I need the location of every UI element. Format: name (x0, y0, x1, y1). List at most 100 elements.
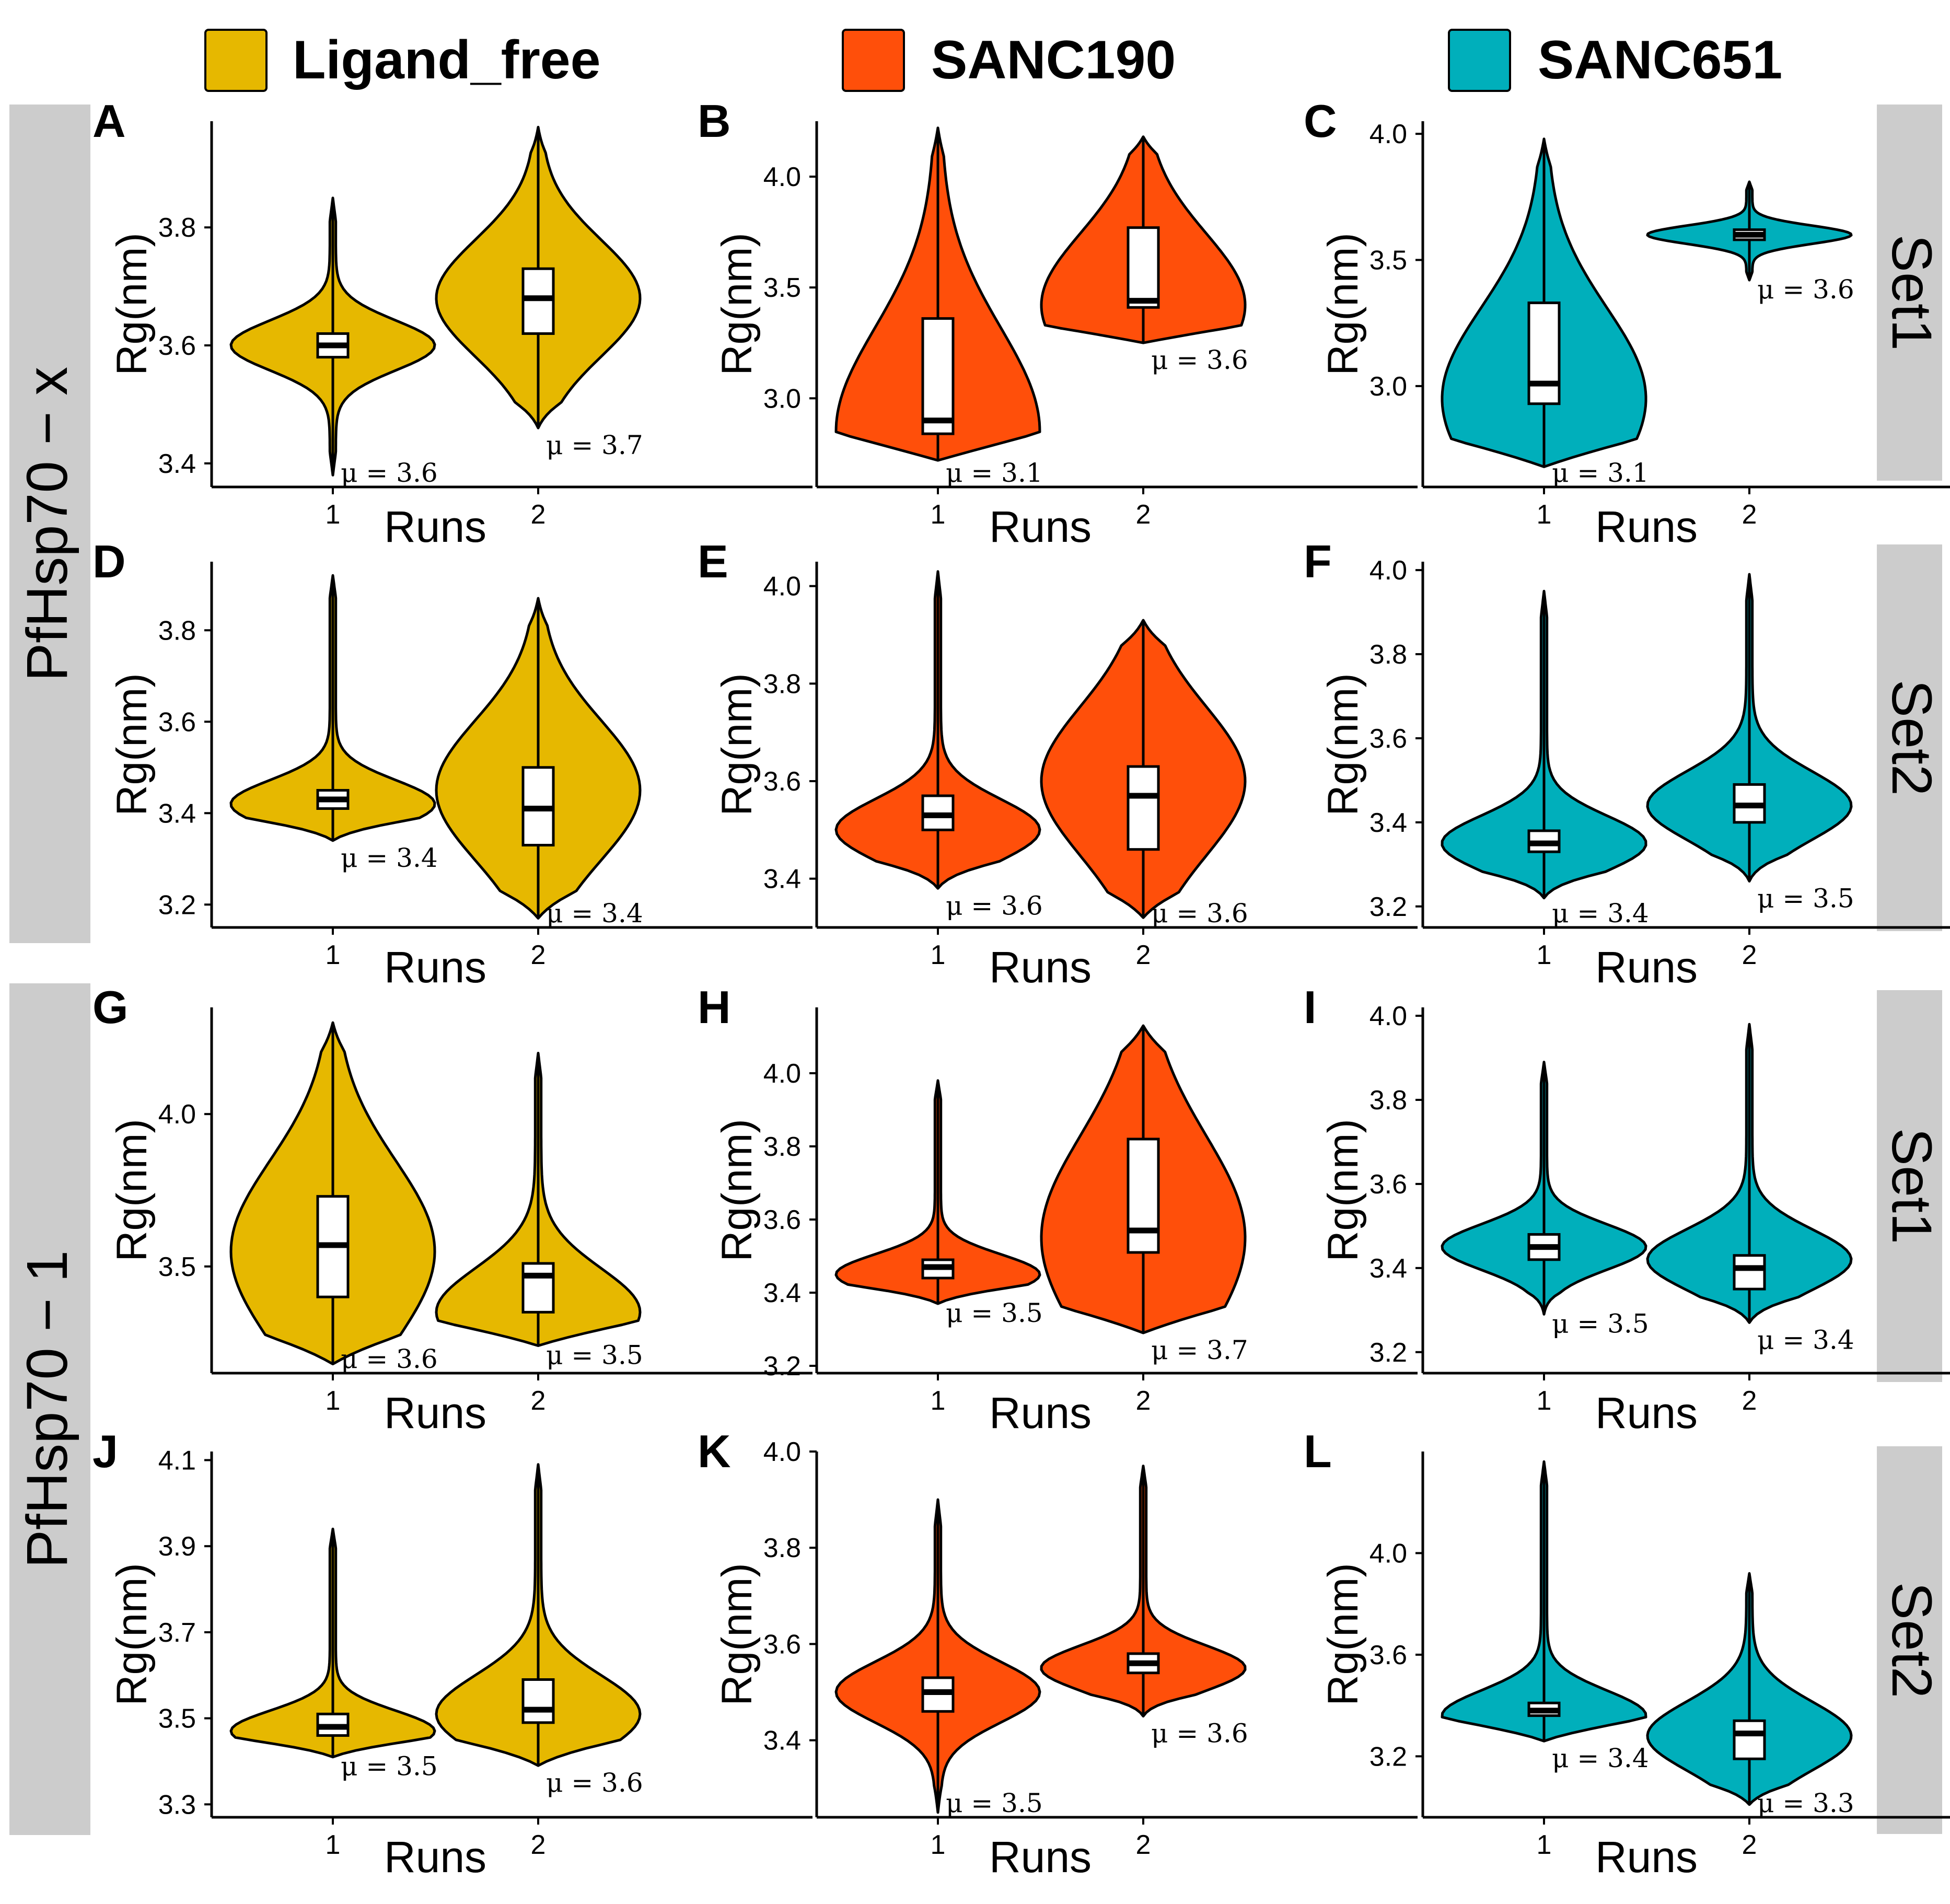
y-tick-label: 3.8 (763, 1533, 801, 1563)
y-tick-label: 4.0 (763, 572, 801, 602)
box-iqr (1127, 1137, 1160, 1254)
legend-swatch-sanc190 (842, 29, 905, 92)
x-tick-label: 1 (326, 1386, 341, 1416)
panel-tag: F (1304, 536, 1332, 587)
y-tick-label: 3.3 (158, 1790, 196, 1820)
mean-label: μ = 3.5 (546, 1340, 643, 1371)
mean-label: μ = 3.6 (946, 890, 1043, 921)
legend-item-sanc651[interactable]: SANC651 (1448, 29, 1782, 92)
violin-run-2[interactable]: μ = 3.6 (1040, 619, 1248, 928)
panel-l: L Rg(nm) 3.2 3.6 4.0 μ = 3.4 1 μ = 3.32 Runs (1304, 1425, 1950, 1882)
row-group-strip-x: PfHsp70 − x (9, 105, 90, 943)
legend-label-sanc190: SANC190 (931, 30, 1176, 90)
set-label-row3: Set1 (1881, 1128, 1944, 1244)
y-tick-label: 3.5 (1369, 246, 1407, 276)
panel-tag: B (698, 95, 731, 147)
panel-tag: I (1304, 981, 1316, 1033)
panel-i: I Rg(nm) 3.2 3.4 3.6 3.8 4.0 μ = 3.5 1 μ = 3.4 2 Ru… (1304, 981, 1950, 1437)
set-strip-row2: Set2 (1877, 544, 1944, 931)
set-label-row4: Set2 (1881, 1582, 1944, 1698)
violin-run-2[interactable]: μ = 3.6 (435, 1463, 643, 1798)
mean-label: μ = 3.4 (546, 898, 643, 928)
y-tick-label: 3.2 (158, 890, 196, 920)
y-tick-label: 3.4 (1369, 1253, 1407, 1284)
x-tick-label: 1 (1537, 500, 1552, 530)
violin-run-2[interactable]: μ = 3.7 (435, 125, 643, 460)
violin-run-1[interactable]: μ = 3.5 (834, 1079, 1043, 1328)
violin-run-2[interactable]: μ = 3.3 (1646, 1572, 1854, 1818)
box-iqr (1733, 1254, 1766, 1291)
y-tick-label: 3.7 (158, 1618, 196, 1648)
legend-item-ligand-free[interactable]: Ligand_free (204, 29, 600, 92)
box-iqr (921, 317, 955, 435)
x-axis-label: Runs (384, 1388, 486, 1437)
violin-run-2[interactable]: μ = 3.4 (1646, 1023, 1854, 1355)
y-tick-label: 3.5 (158, 1704, 196, 1734)
x-tick-label: 2 (531, 1386, 546, 1416)
x-axis-label: Runs (989, 943, 1092, 992)
panel-c: C Rg(nm)3.0 3.5 4.0 μ = 3.11 μ = 3.6 2 Runs (1304, 95, 1950, 551)
row-group-label-1: PfHsp70 − 1 (15, 1250, 79, 1568)
x-tick-label: 1 (931, 940, 946, 970)
y-axis-label: Rg(nm) (108, 1119, 156, 1261)
x-tick-label: 2 (531, 500, 546, 530)
legend-item-sanc190[interactable]: SANC190 (842, 29, 1176, 92)
violin-run-2[interactable]: μ = 3.5 (435, 1052, 643, 1371)
violin-run-1[interactable]: μ = 3.5 (229, 1527, 438, 1782)
violin-run-1[interactable]: μ = 3.6 (229, 1021, 438, 1374)
violin-run-1[interactable]: μ = 3.1 (834, 126, 1043, 488)
x-tick-label: 2 (531, 940, 546, 970)
violin-run-1[interactable]: μ = 3.1 (1441, 137, 1649, 488)
y-tick-label: 4.0 (1369, 555, 1407, 586)
violin-run-2[interactable]: μ = 3.7 (1040, 1024, 1248, 1365)
set-strip-row1: Set1 (1877, 105, 1944, 481)
y-tick-label: 3.0 (763, 384, 801, 414)
row-group-strip-1: PfHsp70 − 1 (9, 983, 90, 1835)
y-tick-label: 4.0 (1369, 119, 1407, 149)
violin-run-1[interactable]: μ = 3.6 (834, 570, 1043, 921)
y-tick-label: 3.4 (1369, 808, 1407, 838)
mean-label: μ = 3.4 (1552, 1743, 1649, 1773)
mean-label: μ = 3.3 (1757, 1788, 1854, 1818)
violin-run-2[interactable]: μ = 3.4 (435, 597, 643, 928)
mean-label: μ = 3.4 (341, 843, 438, 873)
y-tick-label: 3.6 (763, 1205, 801, 1235)
y-tick-label: 3.6 (763, 1629, 801, 1659)
legend-label-ligand-free: Ligand_free (293, 30, 600, 90)
violin-run-2[interactable]: μ = 3.6 (1040, 135, 1248, 376)
x-axis-label: Runs (384, 943, 486, 992)
mean-label: μ = 3.5 (1757, 883, 1854, 913)
violin-run-1[interactable]: μ = 3.5 (1441, 1061, 1649, 1339)
panels: ARg(nm)3.43.63.8μ = 3.61μ = 3.72RunsBRg(… (92, 95, 1950, 1882)
x-axis-label: Runs (1595, 1388, 1698, 1437)
set-strip-row4: Set2 (1877, 1446, 1944, 1834)
y-tick-label: 3.6 (1369, 724, 1407, 754)
y-tick-label: 3.8 (158, 213, 196, 243)
violin-run-2[interactable]: μ = 3.6 (1040, 1465, 1248, 1749)
panel-tag: C (1304, 95, 1337, 147)
y-tick-label: 3.6 (763, 767, 801, 797)
violin-run-1[interactable]: μ = 3.4 (1441, 1460, 1649, 1773)
violin-run-1[interactable]: μ = 3.6 (229, 196, 438, 488)
violin-run-2[interactable]: μ = 3.6 (1646, 180, 1854, 305)
x-tick-label: 2 (531, 1830, 546, 1860)
y-tick-label: 3.2 (763, 1351, 801, 1381)
violin-run-1[interactable]: μ = 3.4 (229, 574, 438, 873)
panel-j: J Rg(nm) 3.3 3.5 3.7 3.9 4.1 μ = 3.5 1 μ = 3.6 2 Ru… (92, 1425, 812, 1882)
y-tick-label: 3.8 (763, 1132, 801, 1162)
legend-swatch-sanc651 (1448, 29, 1511, 92)
violin-run-1[interactable]: μ = 3.4 (1441, 589, 1649, 928)
x-axis-label: Runs (989, 1832, 1092, 1882)
violin-run-2[interactable]: μ = 3.5 (1646, 573, 1854, 913)
panel-tag: E (698, 536, 728, 587)
box-iqr (521, 1678, 555, 1724)
violin-run-1[interactable]: μ = 3.5 (834, 1498, 1043, 1818)
x-tick-label: 2 (1742, 940, 1757, 970)
y-tick-label: 3.2 (1369, 892, 1407, 922)
x-axis-label: Runs (989, 1388, 1092, 1437)
mean-label: μ = 3.5 (1552, 1308, 1649, 1339)
x-tick-label: 1 (1537, 1830, 1552, 1860)
